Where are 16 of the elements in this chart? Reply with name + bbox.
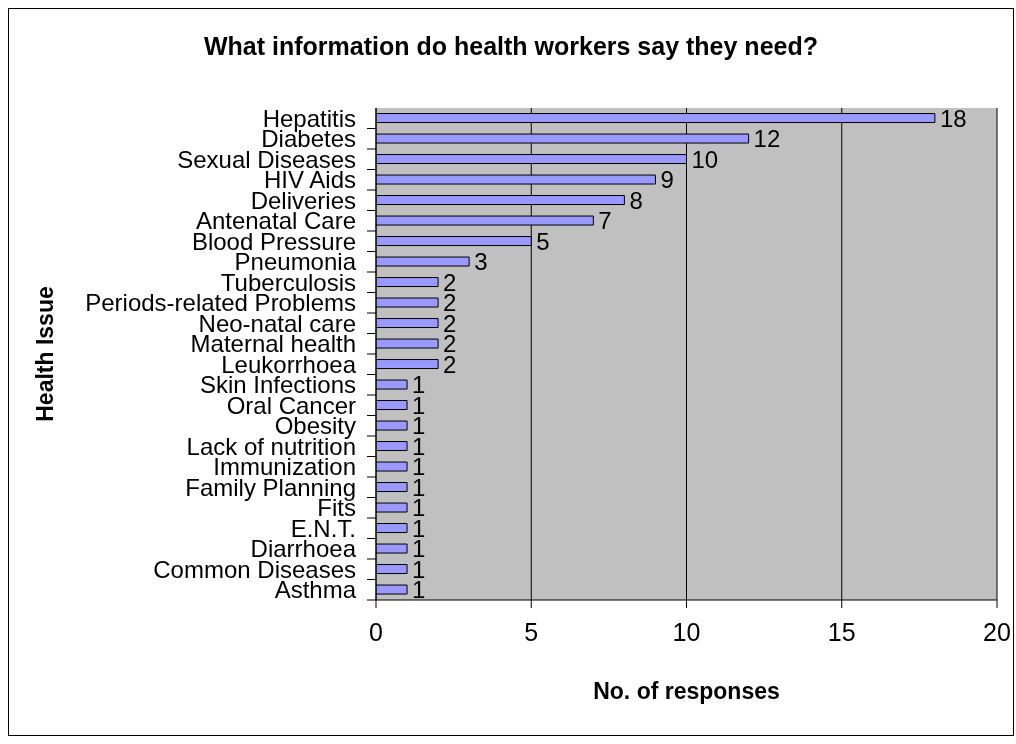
data-label: 5 [536,227,550,255]
data-label: 9 [660,166,674,194]
data-label: 18 [939,104,967,132]
data-label: 7 [598,207,612,235]
x-tick-label: 0 [369,617,383,646]
x-axis-title: No. of responses [593,678,780,704]
y-axis-title: Health Issue [32,286,59,422]
chart-title: What information do health workers say they need? [203,31,819,61]
x-tick-label: 20 [983,617,1011,646]
x-tick-label: 15 [827,617,856,646]
data-label: 3 [474,248,488,276]
data-label: 10 [691,145,719,173]
x-tick-label: 10 [672,617,701,646]
data-label: 12 [753,125,781,153]
data-label: 8 [629,186,643,214]
x-tick-label: 5 [524,617,539,646]
